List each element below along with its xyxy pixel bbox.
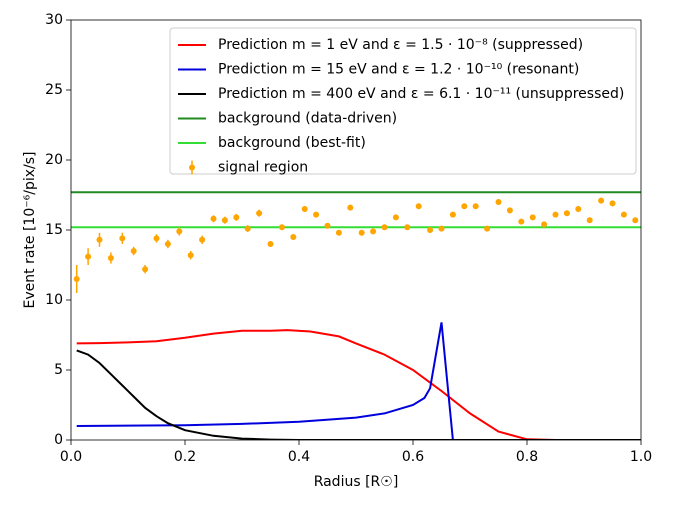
x-tick-label: 1.0 (630, 449, 652, 465)
legend-label: background (data-driven) (218, 111, 397, 127)
point (256, 210, 263, 217)
point (563, 210, 570, 217)
point (142, 266, 149, 273)
y-tick-label: 5 (54, 362, 63, 378)
point (278, 224, 285, 231)
point (324, 222, 331, 229)
point (176, 228, 183, 235)
line (76, 322, 454, 440)
point (586, 217, 593, 224)
legend-label: Prediction m = 15 eV and ε = 1.2 · 10⁻¹⁰… (218, 62, 579, 78)
legend-label: signal region (218, 160, 308, 176)
point (620, 211, 627, 218)
point (598, 197, 605, 204)
point (290, 234, 297, 240)
point (449, 211, 456, 218)
x-tick-label: 0.0 (60, 449, 82, 465)
point (506, 207, 513, 214)
point (233, 214, 240, 221)
point (609, 200, 616, 207)
point (415, 203, 422, 210)
y-tick-label: 20 (45, 152, 63, 168)
point (221, 217, 228, 224)
point (73, 276, 80, 282)
point (347, 204, 354, 211)
point (392, 214, 399, 221)
legend-label: Prediction m = 1 eV and ε = 1.5 · 10⁻⁸ (… (218, 37, 583, 53)
point (96, 236, 103, 243)
plot-frame (70, 19, 642, 441)
point (632, 217, 639, 224)
point (164, 241, 171, 247)
point (495, 199, 502, 205)
line (76, 329, 641, 440)
point (85, 253, 92, 260)
point (552, 211, 559, 218)
point (210, 215, 217, 222)
point (358, 229, 365, 236)
point (187, 252, 194, 259)
legend-box (169, 27, 637, 175)
point (199, 236, 206, 243)
point (335, 229, 342, 236)
x-tick-label: 0.2 (174, 449, 196, 465)
point (119, 235, 126, 242)
point (244, 225, 251, 232)
point (370, 228, 377, 235)
legend-label: Prediction m = 400 eV and ε = 6.1 · 10⁻¹… (218, 86, 624, 102)
y-tick-label: 15 (45, 222, 63, 238)
point (529, 214, 536, 221)
line (76, 349, 641, 440)
point (575, 206, 582, 212)
point (313, 211, 320, 218)
point (107, 255, 114, 261)
y-tick-label: 30 (45, 12, 63, 28)
y-tick-label: 25 (45, 82, 63, 98)
point (438, 225, 445, 232)
x-tick-label: 0.8 (516, 449, 538, 465)
point (541, 221, 548, 228)
y-tick-label: 0 (54, 432, 63, 448)
x-tick-label: 0.6 (402, 449, 424, 465)
x-tick-label: 0.4 (288, 449, 310, 465)
point (472, 203, 479, 210)
point (518, 218, 525, 225)
y-tick-label: 10 (45, 292, 63, 308)
legend-swatch (189, 164, 195, 171)
point (130, 248, 137, 254)
point (381, 224, 388, 231)
point (484, 225, 491, 232)
point (153, 235, 160, 242)
legend-label: background (best-fit) (218, 135, 366, 151)
point (461, 203, 468, 210)
point (404, 224, 411, 231)
point (267, 241, 274, 247)
x-axis-label: Radius [R☉] (314, 474, 399, 490)
y-axis-label: Event rate [10⁻⁶/pix/s] (22, 152, 38, 309)
point (427, 227, 434, 233)
point (301, 206, 308, 212)
